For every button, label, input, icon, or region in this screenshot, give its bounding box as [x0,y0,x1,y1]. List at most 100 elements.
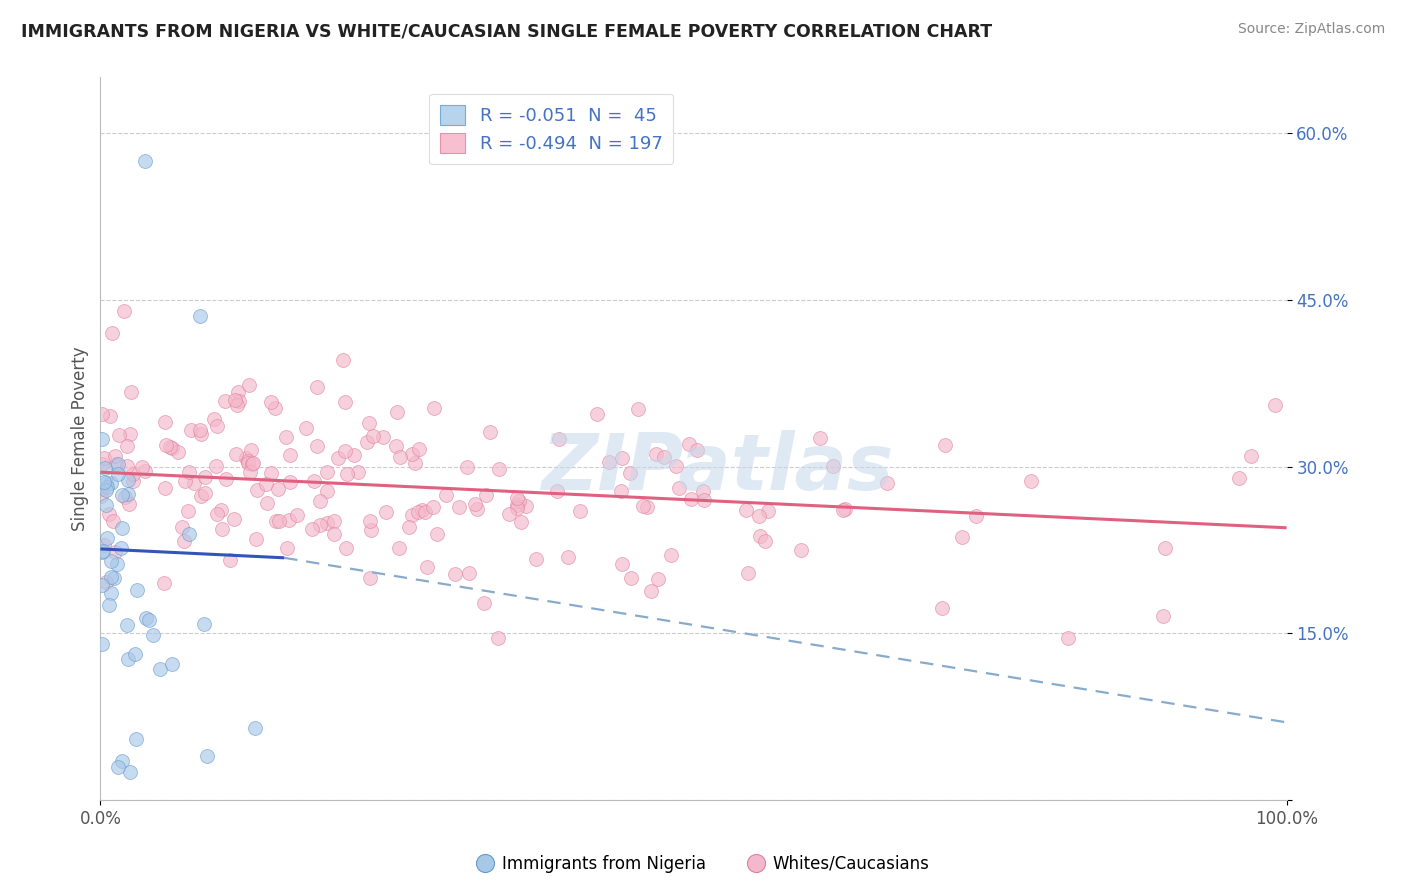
Point [115,618,138,632]
Point [202,411,225,425]
Point [105,557,128,571]
Point [264,514,287,528]
Point [90,578,112,592]
Point [115,439,138,453]
Point [93,538,115,552]
Point [170,520,193,534]
Point [254,477,277,491]
Point [246,483,269,498]
Point [117,652,139,666]
Point [118,497,141,511]
Point [305,380,328,394]
Point [385,405,408,419]
Point [681,491,703,506]
Point [98,598,121,612]
Point [131,459,153,474]
Point [619,466,641,480]
Text: IMMIGRANTS FROM NIGERIA VS WHITE/CAUCASIAN SINGLE FEMALE POVERTY CORRELATION CHA: IMMIGRANTS FROM NIGERIA VS WHITE/CAUCASI… [21,22,993,40]
Point [111,521,134,535]
Point [1057,632,1080,646]
Point [90,637,112,651]
Point [652,450,675,464]
Point [423,401,446,416]
Point [678,437,700,451]
Point [96,498,118,512]
Point [343,448,366,462]
Point [264,401,287,416]
Point [1227,471,1250,485]
Point [876,475,898,490]
Point [285,508,308,523]
Point [515,499,537,513]
Point [167,445,190,459]
Point [177,527,200,541]
Point [610,484,633,499]
Point [356,435,378,450]
Point [488,462,510,476]
Point [647,572,669,586]
Point [179,465,201,479]
Point [117,473,139,487]
Point [422,500,444,514]
Text: Source: ZipAtlas.com: Source: ZipAtlas.com [1237,22,1385,37]
Y-axis label: Single Female Poverty: Single Female Poverty [72,346,89,531]
Point [96,480,118,494]
Point [267,514,290,528]
Point [357,416,380,430]
Point [305,439,328,453]
Point [91,482,114,496]
Point [193,617,215,632]
Point [238,378,260,392]
Point [457,566,479,580]
Point [100,554,122,568]
Point [645,447,668,461]
Point [326,451,349,466]
Point [134,153,156,168]
Point [93,451,115,466]
Point [100,570,122,584]
Point [668,481,690,495]
Point [96,476,118,491]
Point [304,474,326,488]
Point [301,522,323,536]
Point [404,456,426,470]
Point [316,483,339,498]
Point [120,384,142,399]
Point [114,491,136,505]
Point [506,501,529,516]
Legend: Immigrants from Nigeria, Whites/Caucasians: Immigrants from Nigeria, Whites/Caucasia… [470,848,936,880]
Point [274,430,297,444]
Point [323,526,346,541]
Point [91,432,114,446]
Point [224,393,246,408]
Point [96,531,118,545]
Point [335,541,357,556]
Point [789,542,811,557]
Point [754,533,776,548]
Point [1264,399,1286,413]
Point [443,567,465,582]
Point [153,575,176,590]
Point [142,628,165,642]
Point [831,502,853,516]
Point [226,384,249,399]
Point [160,657,183,672]
Point [111,488,134,502]
Point [235,451,257,466]
Point [336,467,359,481]
Point [173,534,195,549]
Point [124,647,146,661]
Point [627,402,650,417]
Point [640,584,662,599]
Point [465,501,488,516]
Point [434,488,457,502]
Point [620,571,643,585]
Point [479,425,502,440]
Point [748,508,770,523]
Point [245,532,267,546]
Point [408,442,430,456]
Point [240,443,263,458]
Point [205,419,228,434]
Point [260,466,283,480]
Point [447,500,470,515]
